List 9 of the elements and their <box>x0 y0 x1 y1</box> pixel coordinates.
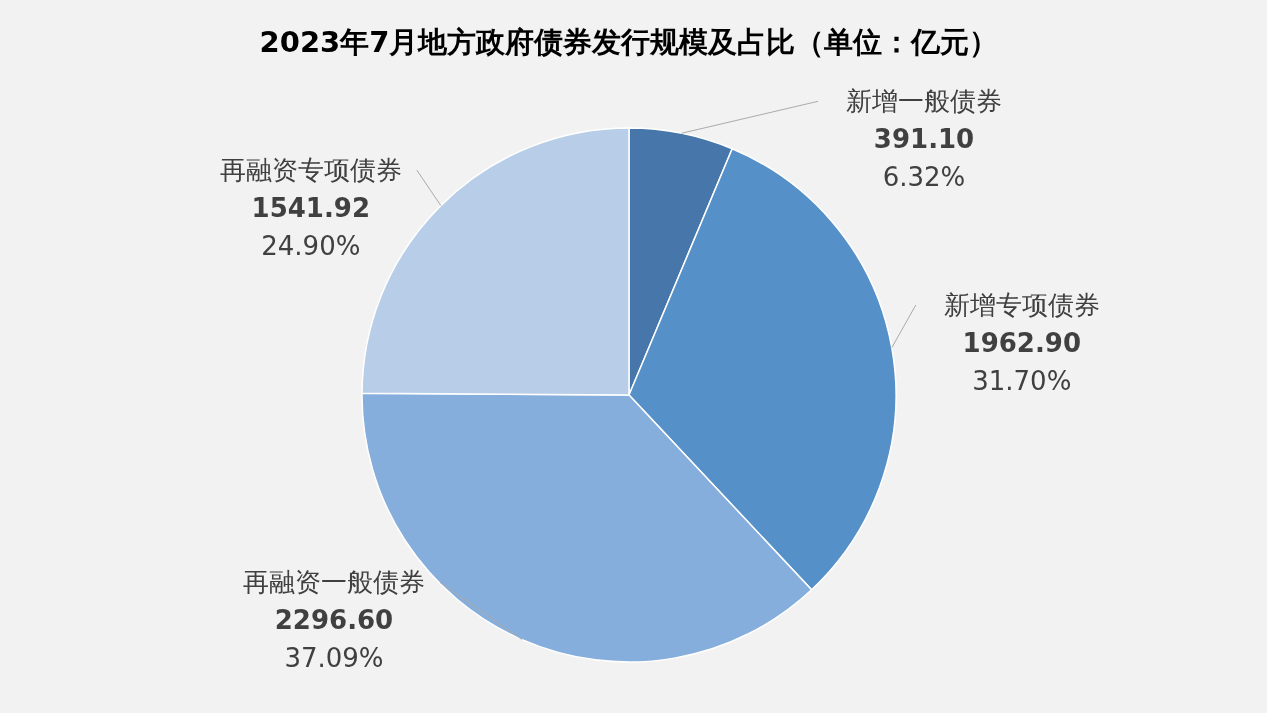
slice-label: 再融资专项债券 <box>219 155 402 186</box>
data-label: 1962.90 31.70% <box>962 328 1081 397</box>
slice-label: 新增一般债券 <box>846 86 1003 117</box>
data-label: 2296.60 37.09% <box>274 605 394 674</box>
slice-label: 再融资一般债券 <box>242 567 425 598</box>
slice-label: 新增专项债券 <box>943 290 1100 321</box>
chart-title: 2023年7月地方政府债券发行规模及占比（单位：亿元） <box>259 25 999 59</box>
data-label: 1541.92 24.90% <box>251 193 371 262</box>
data-label: 391.10 6.32% <box>873 124 975 193</box>
